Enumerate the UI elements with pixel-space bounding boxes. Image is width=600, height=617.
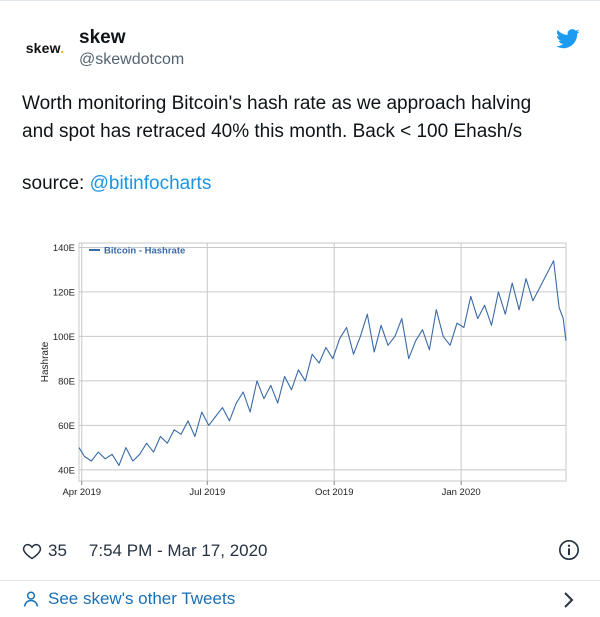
- tweet-text-line: and spot has retraced 40% this month. Ba…: [22, 121, 523, 142]
- x-tick-label: Oct 2019: [315, 487, 354, 498]
- series-line: [78, 260, 567, 466]
- tweet-text: Worth monitoring Bitcoin's hash rate as …: [22, 90, 582, 146]
- y-tick-label: 120E: [53, 287, 75, 298]
- twitter-bird-icon[interactable]: [556, 29, 580, 49]
- plot-frame: [78, 242, 567, 482]
- y-tick-label: 80E: [58, 376, 75, 387]
- x-tick-label: Jan 2020: [442, 487, 481, 498]
- y-tick-label: 40E: [58, 465, 75, 476]
- source-prefix: source:: [22, 173, 90, 194]
- tweet-timestamp[interactable]: 7:54 PM - Mar 17, 2020: [88, 541, 268, 560]
- hashrate-chart[interactable]: 40E 60E 80E 100E 120E 140E Apr 2019 Jul 2019 Oct…: [36, 233, 572, 503]
- avatar-logo-text: skew.: [25, 40, 65, 56]
- source-mention-link[interactable]: @bitinfocharts: [89, 173, 212, 194]
- y-axis-label: Hashrate: [40, 341, 51, 382]
- like-count[interactable]: 35: [48, 541, 67, 560]
- x-tick-label: Apr 2019: [62, 487, 101, 498]
- y-tick-label: 100E: [53, 332, 75, 343]
- person-icon: [23, 591, 39, 607]
- tweet-meta: 35 7:54 PM - Mar 17, 2020: [22, 539, 268, 563]
- info-icon[interactable]: [558, 539, 580, 561]
- y-tick-label: 140E: [53, 243, 75, 254]
- author-handle[interactable]: @skewdotcom: [79, 51, 185, 68]
- author-name[interactable]: skew: [79, 27, 126, 48]
- avatar[interactable]: skew.: [20, 28, 70, 68]
- legend-label: Bitcoin - Hashrate: [104, 246, 185, 257]
- see-other-tweets-label: See skew's other Tweets: [48, 589, 236, 608]
- see-other-tweets-link[interactable]: See skew's other Tweets: [22, 588, 235, 610]
- y-tick-label: 60E: [58, 421, 75, 432]
- tweet-text-line: Worth monitoring Bitcoin's hash rate as …: [22, 93, 532, 114]
- chevron-right-icon[interactable]: [562, 590, 576, 610]
- tweet-source-line: source: @bitinfocharts: [22, 170, 211, 198]
- x-tick-label: Jul 2019: [189, 487, 225, 498]
- divider: [0, 580, 600, 581]
- heart-icon[interactable]: [22, 541, 42, 561]
